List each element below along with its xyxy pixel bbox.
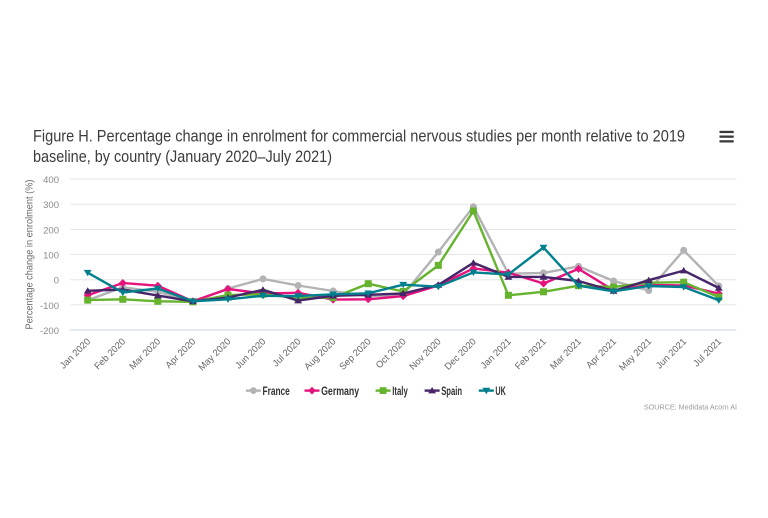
svg-text:200: 200 <box>43 225 59 236</box>
svg-text:baseline, by country (January: baseline, by country (January 2020–July … <box>33 148 332 166</box>
svg-text:Italy: Italy <box>392 384 408 398</box>
svg-text:100: 100 <box>43 250 59 261</box>
svg-text:Figure H. Percentage change in: Figure H. Percentage change in enrolment… <box>33 128 685 146</box>
svg-text:400: 400 <box>43 175 59 186</box>
svg-text:France: France <box>263 384 290 398</box>
svg-text:Germany: Germany <box>321 384 359 398</box>
svg-text:Percentage change in enrolment: Percentage change in enrolment (%) <box>25 180 36 330</box>
svg-text:Spain: Spain <box>441 384 462 398</box>
svg-text:UK: UK <box>495 384 505 398</box>
svg-text:0: 0 <box>54 276 59 287</box>
svg-text:300: 300 <box>43 200 59 211</box>
svg-text:SOURCE: Medidata Acorn AI: SOURCE: Medidata Acorn AI <box>644 402 737 411</box>
svg-text:-100: -100 <box>40 301 59 312</box>
svg-text:-200: -200 <box>40 326 59 337</box>
